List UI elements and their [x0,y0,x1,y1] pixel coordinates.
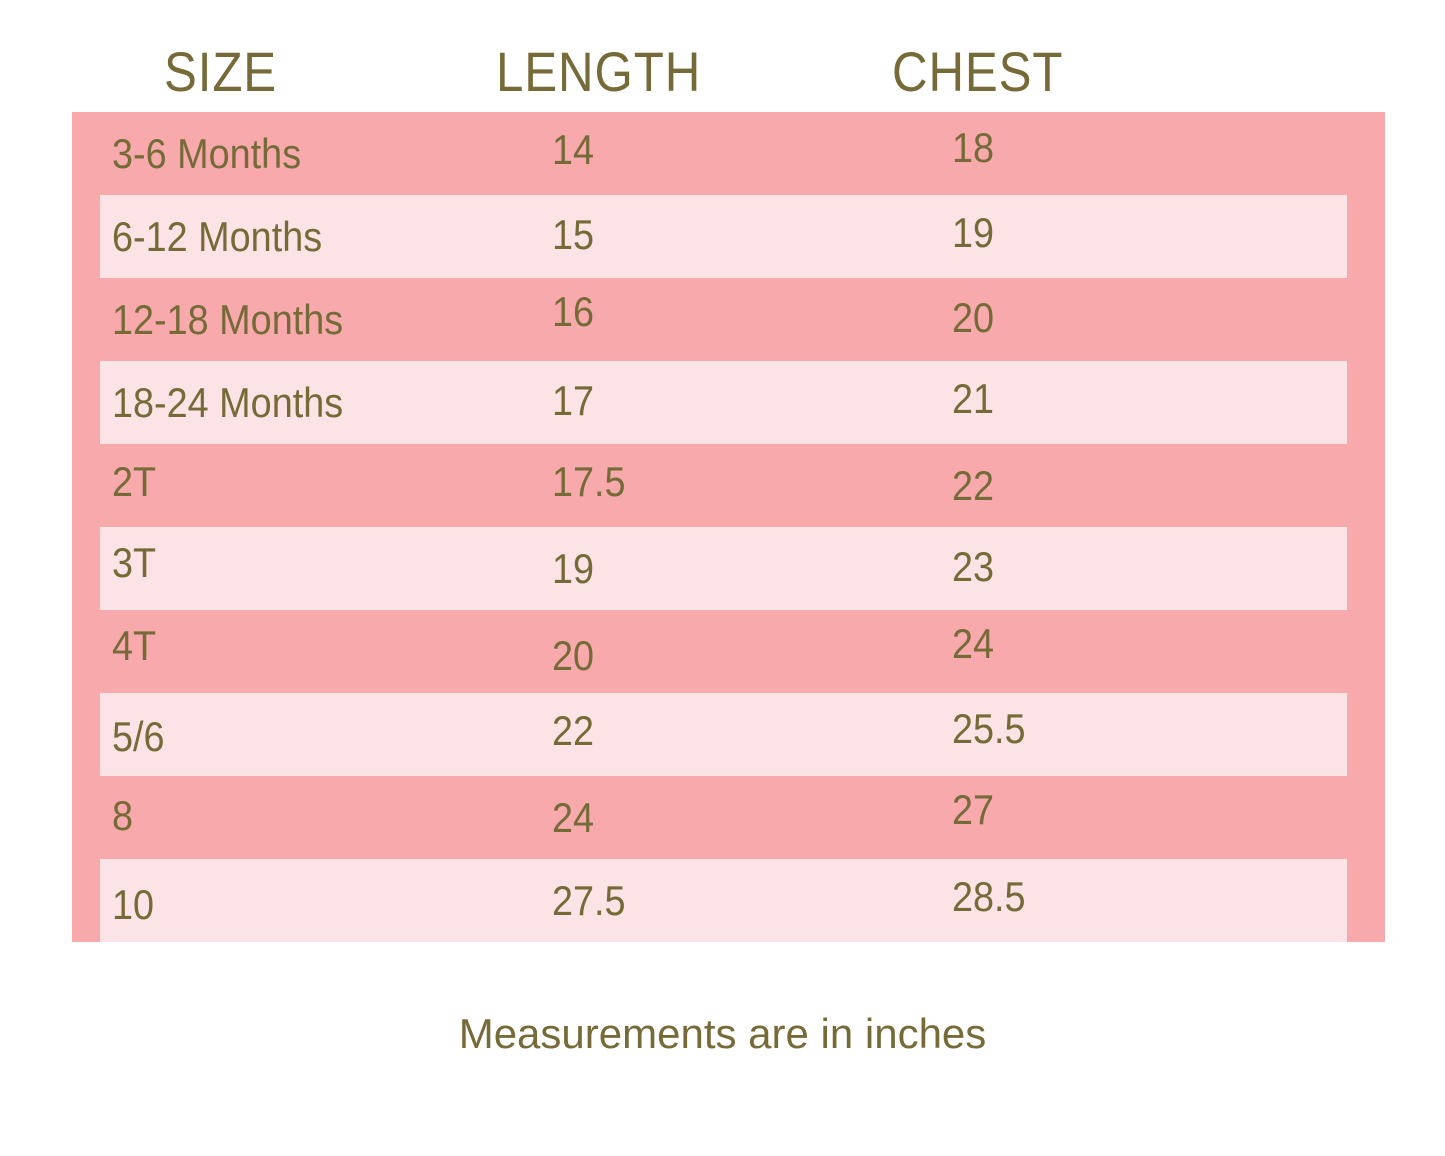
cell-chest: 20 [952,294,995,341]
row-highlight-band [100,527,1347,610]
table-row: 2T 17.5 22 [72,444,1385,527]
cell-size: 3-6 Months [112,130,302,177]
table-row: 10 27.5 28.5 [72,859,1385,942]
table-row: 18-24 Months 17 21 [72,361,1385,444]
cell-chest: 28.5 [952,873,1026,920]
cell-length: 14 [552,126,595,173]
row-highlight-band [100,195,1347,278]
cell-chest: 27 [952,786,995,833]
column-header-length: LENGTH [496,40,702,103]
cell-size: 4T [112,622,157,669]
size-table-body: 3-6 Months 14 18 6-12 Months 15 19 12-18 Month… [72,112,1385,942]
column-header-size: SIZE [164,40,278,103]
table-header: SIZE LENGTH CHEST [72,36,1385,112]
cell-length: 17 [552,377,595,424]
cell-size: 8 [112,792,134,839]
cell-length: 27.5 [552,877,626,924]
measurement-units-note: Measurements are in inches [458,1010,987,1057]
cell-size: 6-12 Months [112,213,323,260]
cell-size: 5/6 [112,713,165,760]
cell-chest: 19 [952,209,995,256]
row-highlight-band [100,693,1347,776]
cell-size: 12-18 Months [112,296,344,343]
table-row: 6-12 Months 15 19 [72,195,1385,278]
table-row: 4T 20 24 [72,610,1385,693]
cell-size: 3T [112,539,157,586]
cell-chest: 24 [952,620,995,667]
table-row: 3-6 Months 14 18 [72,112,1385,195]
table-row: 5/6 22 25.5 [72,693,1385,776]
table-row: 12-18 Months 16 20 [72,278,1385,361]
cell-length: 16 [552,288,595,335]
cell-length: 24 [552,794,595,841]
row-highlight-band [100,859,1347,942]
cell-length: 22 [552,707,595,754]
table-row: 3T 19 23 [72,527,1385,610]
cell-length: 15 [552,211,595,258]
cell-length: 17.5 [552,458,626,505]
cell-size: 10 [112,881,155,928]
cell-size: 18-24 Months [112,379,344,426]
cell-chest: 23 [952,543,995,590]
table-row: 8 24 27 [72,776,1385,859]
column-header-chest: CHEST [892,40,1064,103]
cell-chest: 22 [952,462,995,509]
cell-chest: 18 [952,124,995,171]
cell-size: 2T [112,458,157,505]
row-highlight-band [100,361,1347,444]
cell-chest: 21 [952,375,995,422]
cell-length: 19 [552,545,595,592]
cell-chest: 25.5 [952,705,1026,752]
cell-length: 20 [552,632,595,679]
